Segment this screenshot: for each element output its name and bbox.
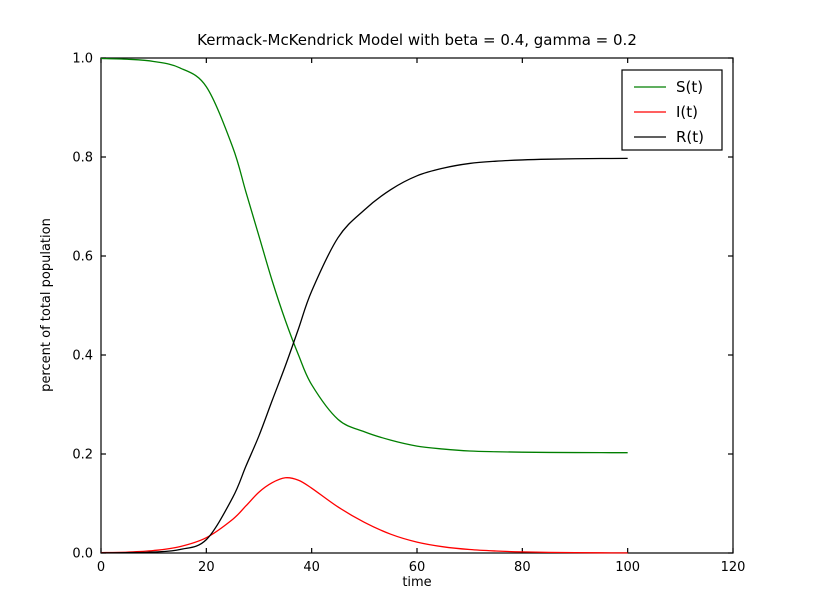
y-tick-label: 1.0	[72, 52, 93, 67]
legend-entry-i: I(t)	[634, 103, 698, 121]
legend-label-s: S(t)	[676, 78, 703, 96]
axis-tick-labels: 0 20 40 60 80 100 120 0.0 0.2 0.4 0.6 0.8 1.0	[72, 52, 745, 576]
x-axis-label: time	[402, 575, 431, 590]
y-axis-label: percent of total population	[39, 218, 54, 392]
data-curves	[100, 57, 628, 554]
x-tick-label: 0	[97, 560, 105, 575]
y-tick-label: 0.6	[72, 250, 93, 265]
x-tick-label: 80	[514, 560, 531, 575]
x-tick-label: 100	[615, 560, 640, 575]
x-tick-label: 120	[721, 560, 746, 575]
y-tick-label: 0.0	[72, 547, 93, 562]
legend-entry-r: R(t)	[634, 128, 704, 146]
chart-title: Kermack-McKendrick Model with beta = 0.4…	[197, 31, 637, 49]
y-tick-label: 0.4	[72, 349, 93, 364]
axis-ticks	[100, 57, 734, 554]
legend: S(t) I(t) R(t)	[621, 69, 723, 151]
legend-label-r: R(t)	[676, 128, 704, 146]
series-line-1	[100, 477, 628, 554]
legend-label-i: I(t)	[676, 103, 698, 121]
legend-entry-s: S(t)	[634, 78, 703, 96]
x-tick-label: 60	[409, 560, 426, 575]
y-tick-label: 0.8	[72, 151, 93, 166]
x-tick-label: 20	[198, 560, 215, 575]
x-tick-label: 40	[303, 560, 320, 575]
legend-box	[621, 69, 723, 151]
series-line-2	[100, 157, 628, 554]
series-line-0	[100, 57, 628, 454]
y-tick-label: 0.2	[72, 448, 93, 463]
